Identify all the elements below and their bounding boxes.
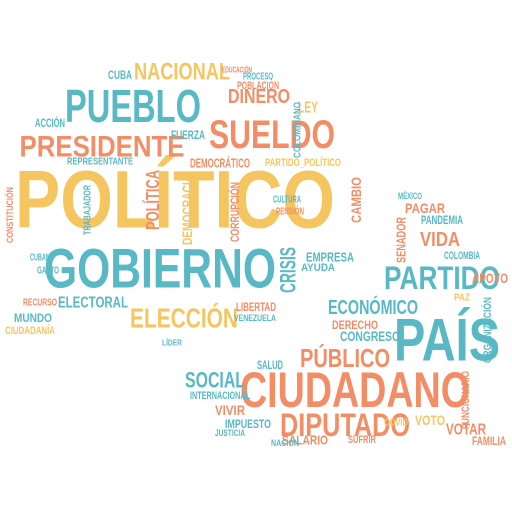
word: DEMOCRÁTICO	[190, 156, 250, 171]
word: COVID	[384, 418, 408, 429]
word: IMPUESTO	[225, 417, 271, 431]
word: SUELDO	[209, 113, 335, 157]
word: RECURSO	[23, 298, 57, 309]
word: VOTO	[415, 412, 445, 428]
word: CAMBIO	[348, 177, 364, 223]
word: PROCESO	[243, 72, 273, 83]
word: SALUD	[257, 358, 283, 372]
word: ECONÓMICO	[328, 295, 418, 319]
word: FUERZA	[171, 128, 205, 142]
word: SALARIO	[282, 433, 328, 448]
word: VENEZUELA	[234, 313, 276, 323]
word: ELECTORAL	[58, 295, 128, 312]
word: VOTAR	[446, 422, 486, 439]
word: PAGAR	[405, 200, 445, 216]
word: CIUDADANO	[240, 362, 470, 418]
word: PANDEMIA	[421, 213, 463, 227]
word: NACIONAL	[134, 59, 230, 86]
word: PENSIÓN	[276, 205, 304, 218]
word: INTERNACIONAL	[190, 390, 250, 402]
word: COLOMBIA	[444, 250, 480, 262]
word: LÍDER	[162, 339, 182, 348]
word: POLÍTICO	[15, 155, 335, 246]
word: EMPRESA	[306, 250, 354, 265]
word: VIDA	[420, 229, 460, 251]
word: COLOMBIANO	[293, 102, 304, 158]
word: NACIÓN	[271, 437, 299, 448]
word: CUBA	[108, 68, 132, 82]
word: PAÍS	[394, 307, 500, 374]
word: CULTURA	[273, 195, 301, 206]
word: CRISIS	[276, 247, 301, 293]
word: CONSTITUCIÓN	[4, 187, 15, 243]
word: CORRUPCIÓN	[227, 182, 242, 242]
word: PUEBLO	[65, 80, 201, 132]
word: DIPUTADO	[280, 407, 410, 443]
word: MUNDO	[14, 311, 52, 325]
word: ORGANIZACIÓN	[481, 297, 494, 363]
word: PARTIDO_POLÍTICO	[265, 156, 341, 169]
word: DEMOCRACIA	[179, 175, 195, 245]
word: APOYO	[472, 270, 508, 286]
word: DERECHO	[332, 318, 378, 332]
word: VIVIR	[215, 402, 245, 418]
word: CIUDADANÍA	[5, 324, 55, 337]
word: GOBIERNO	[44, 237, 276, 300]
word: AYUDA	[301, 262, 335, 274]
word: SOCIAL	[185, 368, 245, 393]
word: MÉXICO	[398, 191, 422, 201]
word: LIBERTAD	[236, 300, 276, 314]
word: SENADOR	[394, 217, 409, 263]
word: FUNCIONARIO	[460, 371, 472, 429]
word: CUBANO	[30, 253, 54, 264]
word: CONGRESO	[340, 328, 400, 344]
word: REPRESENTANTE	[67, 157, 133, 168]
word: PRESIDENTE	[20, 131, 185, 164]
word: POLÍTICA	[142, 170, 163, 230]
word: GASTO	[37, 266, 59, 277]
word: PÚBLICO	[300, 343, 390, 373]
word: EDUCACIÓN	[222, 66, 252, 75]
word: POBLACIÓN	[237, 79, 279, 92]
word: PARTIDO	[384, 260, 500, 296]
word: JUSTICIA	[215, 428, 245, 438]
word: TRABAJADOR	[83, 184, 94, 235]
word: PAZ	[454, 293, 470, 304]
word: SUFRIR	[348, 434, 376, 446]
word: ACCIÓN	[35, 115, 65, 130]
word: LEY	[298, 100, 318, 117]
word: DINERO	[228, 86, 290, 108]
word: ELECCIÓN	[130, 303, 238, 334]
word: FAMILIA	[472, 434, 506, 448]
